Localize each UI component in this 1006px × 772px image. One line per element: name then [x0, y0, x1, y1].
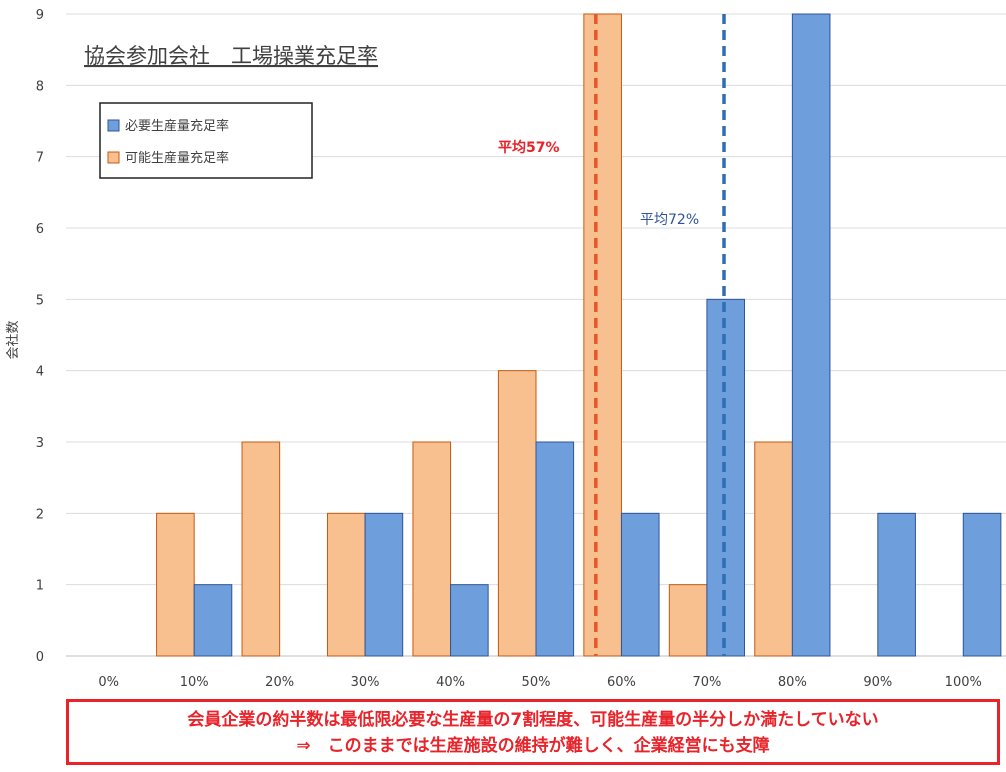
bar-required [620, 512, 660, 657]
legend-box [99, 102, 313, 179]
legend-label-required: 必要生産量充足率 [125, 118, 229, 134]
bars [156, 13, 1002, 657]
legend-label-possible: 可能生産量充足率 [125, 150, 229, 166]
chart-title: 協会参加会社 工場操業充足率 [84, 44, 378, 68]
footer-note-line1: 会員企業の約半数は最低限必要な生産量の7割程度、可能生産量の半分しか満たしていな… [187, 710, 879, 730]
y-tick-label: 9 [36, 8, 44, 23]
x-tick-label: 60% [607, 675, 636, 690]
x-tick-label: 80% [778, 675, 807, 690]
bar-possible [497, 370, 537, 657]
footer-note-line2: ⇒ このままでは生産施設の維持が難しく、企業経営にも支障 [296, 736, 770, 756]
bar-possible [412, 441, 452, 657]
footer-note-box: 会員企業の約半数は最低限必要な生産量の7割程度、可能生産量の半分しか満たしていな… [66, 699, 1000, 765]
x-tick-label: 90% [863, 675, 892, 690]
bar-required [364, 512, 404, 657]
x-tick-label: 20% [265, 675, 294, 690]
legend-swatch-required [107, 119, 120, 132]
bar-possible [326, 512, 366, 657]
y-tick-label: 8 [36, 79, 44, 94]
x-tick-label: 100% [945, 675, 982, 690]
x-tick-label: 50% [522, 675, 551, 690]
y-tick-label: 7 [36, 151, 44, 166]
reference-lines [594, 14, 726, 656]
bar-required [535, 441, 575, 657]
bar-required [877, 512, 916, 657]
y-tick-label: 5 [36, 293, 44, 308]
legend-swatch-possible [107, 151, 120, 164]
bar-possible [668, 584, 708, 657]
y-tick-label: 2 [36, 507, 44, 522]
chart: 0 1 2 3 4 5 6 7 8 9 0% 10% 20% 30% 40% 50% 60% 70% 80% 90%… [5, 8, 1006, 690]
bar-possible [754, 441, 793, 657]
x-tick-label: 40% [436, 675, 465, 690]
bar-possible [156, 512, 195, 657]
avg-required-label: 平均72% [640, 212, 699, 228]
bar-required [962, 512, 1002, 657]
y-tick-labels: 0 1 2 3 4 5 6 7 8 9 [36, 8, 44, 665]
bar-required [193, 584, 233, 657]
x-tick-label: 30% [351, 675, 380, 690]
y-axis-label: 会社数 [5, 320, 21, 359]
x-tick-label: 0% [98, 675, 119, 690]
bar-required [450, 584, 489, 657]
x-tick-label: 70% [692, 675, 721, 690]
y-tick-label: 3 [36, 436, 44, 451]
bar-required [791, 13, 831, 657]
legend: 必要生産量充足率 可能生産量充足率 [99, 102, 313, 179]
x-tick-labels: 0% 10% 20% 30% 40% 50% 60% 70% 80% 90% 100% [98, 675, 981, 690]
bar-possible [241, 441, 281, 657]
y-tick-label: 0 [36, 650, 44, 665]
bar-possible [583, 13, 622, 657]
avg-possible-label: 平均57% [498, 139, 560, 156]
y-tick-label: 6 [36, 222, 44, 237]
y-tick-label: 1 [36, 579, 44, 594]
y-tick-label: 4 [36, 365, 44, 380]
x-tick-label: 10% [180, 675, 209, 690]
